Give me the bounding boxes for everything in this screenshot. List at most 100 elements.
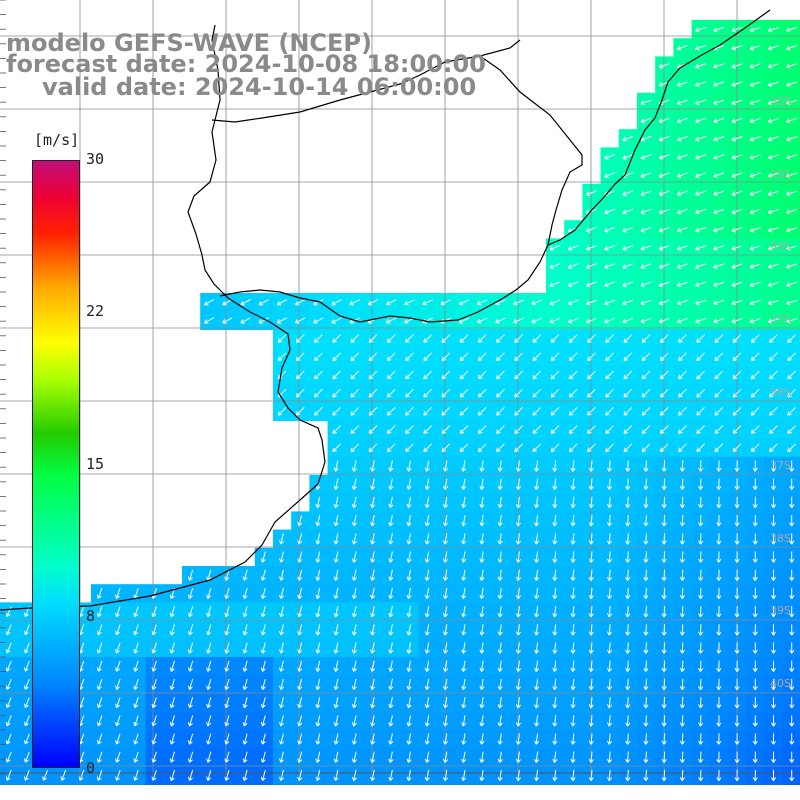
wind-arrow (133, 642, 139, 654)
wind-arrow (786, 263, 798, 269)
wind-arrow (242, 624, 248, 636)
wind-arrow (78, 769, 85, 781)
wind-arrow (351, 496, 357, 509)
wind-arrow (695, 245, 707, 251)
wind-arrow (767, 63, 779, 69)
wind-arrow (696, 425, 705, 434)
wind-arrow (279, 642, 285, 654)
wind-arrow (552, 514, 558, 527)
wind-arrow (315, 551, 321, 563)
wind-arrow (679, 769, 685, 782)
wind-arrow (732, 388, 742, 398)
wind-arrow (643, 605, 649, 618)
wind-arrow (515, 478, 521, 490)
wind-arrow (622, 245, 634, 251)
wind-arrow (424, 478, 430, 490)
wind-arrow (698, 642, 704, 654)
wind-arrow (606, 642, 613, 654)
wind-arrow (679, 460, 685, 472)
wind-arrow (604, 281, 615, 288)
wind-arrow (224, 733, 230, 745)
wind-arrow (567, 263, 579, 269)
wind-arrow (370, 551, 376, 563)
wind-arrow (568, 388, 578, 398)
wind-arrow (786, 208, 798, 215)
wind-arrow (588, 551, 594, 563)
wind-arrow (461, 751, 467, 763)
wind-arrow (698, 751, 704, 763)
wind-arrow (497, 624, 503, 636)
wind-arrow (550, 352, 560, 362)
wind-arrow (515, 514, 521, 527)
wind-arrow (333, 624, 339, 636)
wind-arrow (388, 624, 394, 636)
wind-arrow (442, 606, 449, 618)
wind-arrow (350, 352, 360, 362)
wind-arrow (716, 605, 722, 618)
wind-arrow (349, 299, 361, 306)
wind-arrow (534, 460, 540, 472)
wind-arrow (676, 226, 688, 233)
wind-arrow (695, 281, 707, 288)
wind-arrow (479, 460, 485, 472)
wind-arrow (588, 569, 594, 581)
wind-arrow (423, 425, 432, 434)
wind-arrow (695, 226, 707, 233)
wind-arrow (643, 569, 649, 581)
wind-arrow (368, 407, 378, 416)
wind-arrow (550, 425, 560, 434)
wind-arrow (206, 587, 212, 599)
wind-arrow (260, 733, 266, 745)
wind-arrow (332, 370, 341, 380)
wind-arrow (458, 299, 470, 306)
wind-arrow (625, 587, 631, 600)
wind-arrow (550, 443, 560, 453)
wind-arrow (750, 388, 760, 398)
wind-arrow (351, 751, 357, 763)
wind-arrow (641, 352, 651, 362)
wind-arrow (479, 678, 485, 691)
wind-arrow (752, 769, 758, 782)
wind-arrow (696, 407, 705, 416)
wind-arrow (60, 769, 67, 781)
wind-arrow (734, 514, 740, 527)
wind-arrow (351, 533, 357, 545)
wind-arrow (279, 551, 285, 563)
wind-arrow (549, 317, 561, 324)
wind-arrow (461, 587, 467, 600)
wind-arrow (604, 208, 615, 215)
wind-arrow (585, 245, 597, 251)
wind-arrow (695, 317, 707, 324)
wind-arrow (388, 515, 394, 527)
wind-arrow (552, 715, 558, 727)
wind-arrow (388, 697, 394, 709)
wind-arrow (661, 678, 667, 691)
wind-arrow (315, 587, 321, 600)
wind-arrow (297, 697, 303, 709)
wind-arrow (767, 263, 779, 269)
wind-arrow (570, 715, 576, 727)
wind-arrow (716, 551, 722, 563)
wind-arrow (625, 642, 631, 654)
wind-arrow (643, 551, 649, 563)
wind-arrow (789, 496, 795, 509)
wind-arrow (716, 569, 722, 581)
lat-label-32s: 32S (770, 95, 791, 108)
wind-arrow (313, 317, 324, 324)
wind-arrow (386, 425, 396, 434)
wind-arrow (206, 715, 212, 727)
wind-arrow (277, 407, 287, 416)
wind-arrow (423, 334, 432, 343)
wind-arrow (187, 587, 194, 599)
wind-arrow (640, 117, 652, 124)
wind-arrow (388, 678, 394, 691)
colorbar-tick-0: 0 (86, 759, 96, 777)
wind-arrow (676, 81, 688, 87)
wind-arrow (477, 425, 487, 434)
wind-arrow (24, 697, 30, 709)
wind-arrow (588, 624, 594, 636)
wind-arrow (567, 317, 579, 324)
wind-arrow (442, 569, 449, 581)
wind-arrow (479, 587, 485, 600)
wind-arrow (679, 551, 685, 563)
